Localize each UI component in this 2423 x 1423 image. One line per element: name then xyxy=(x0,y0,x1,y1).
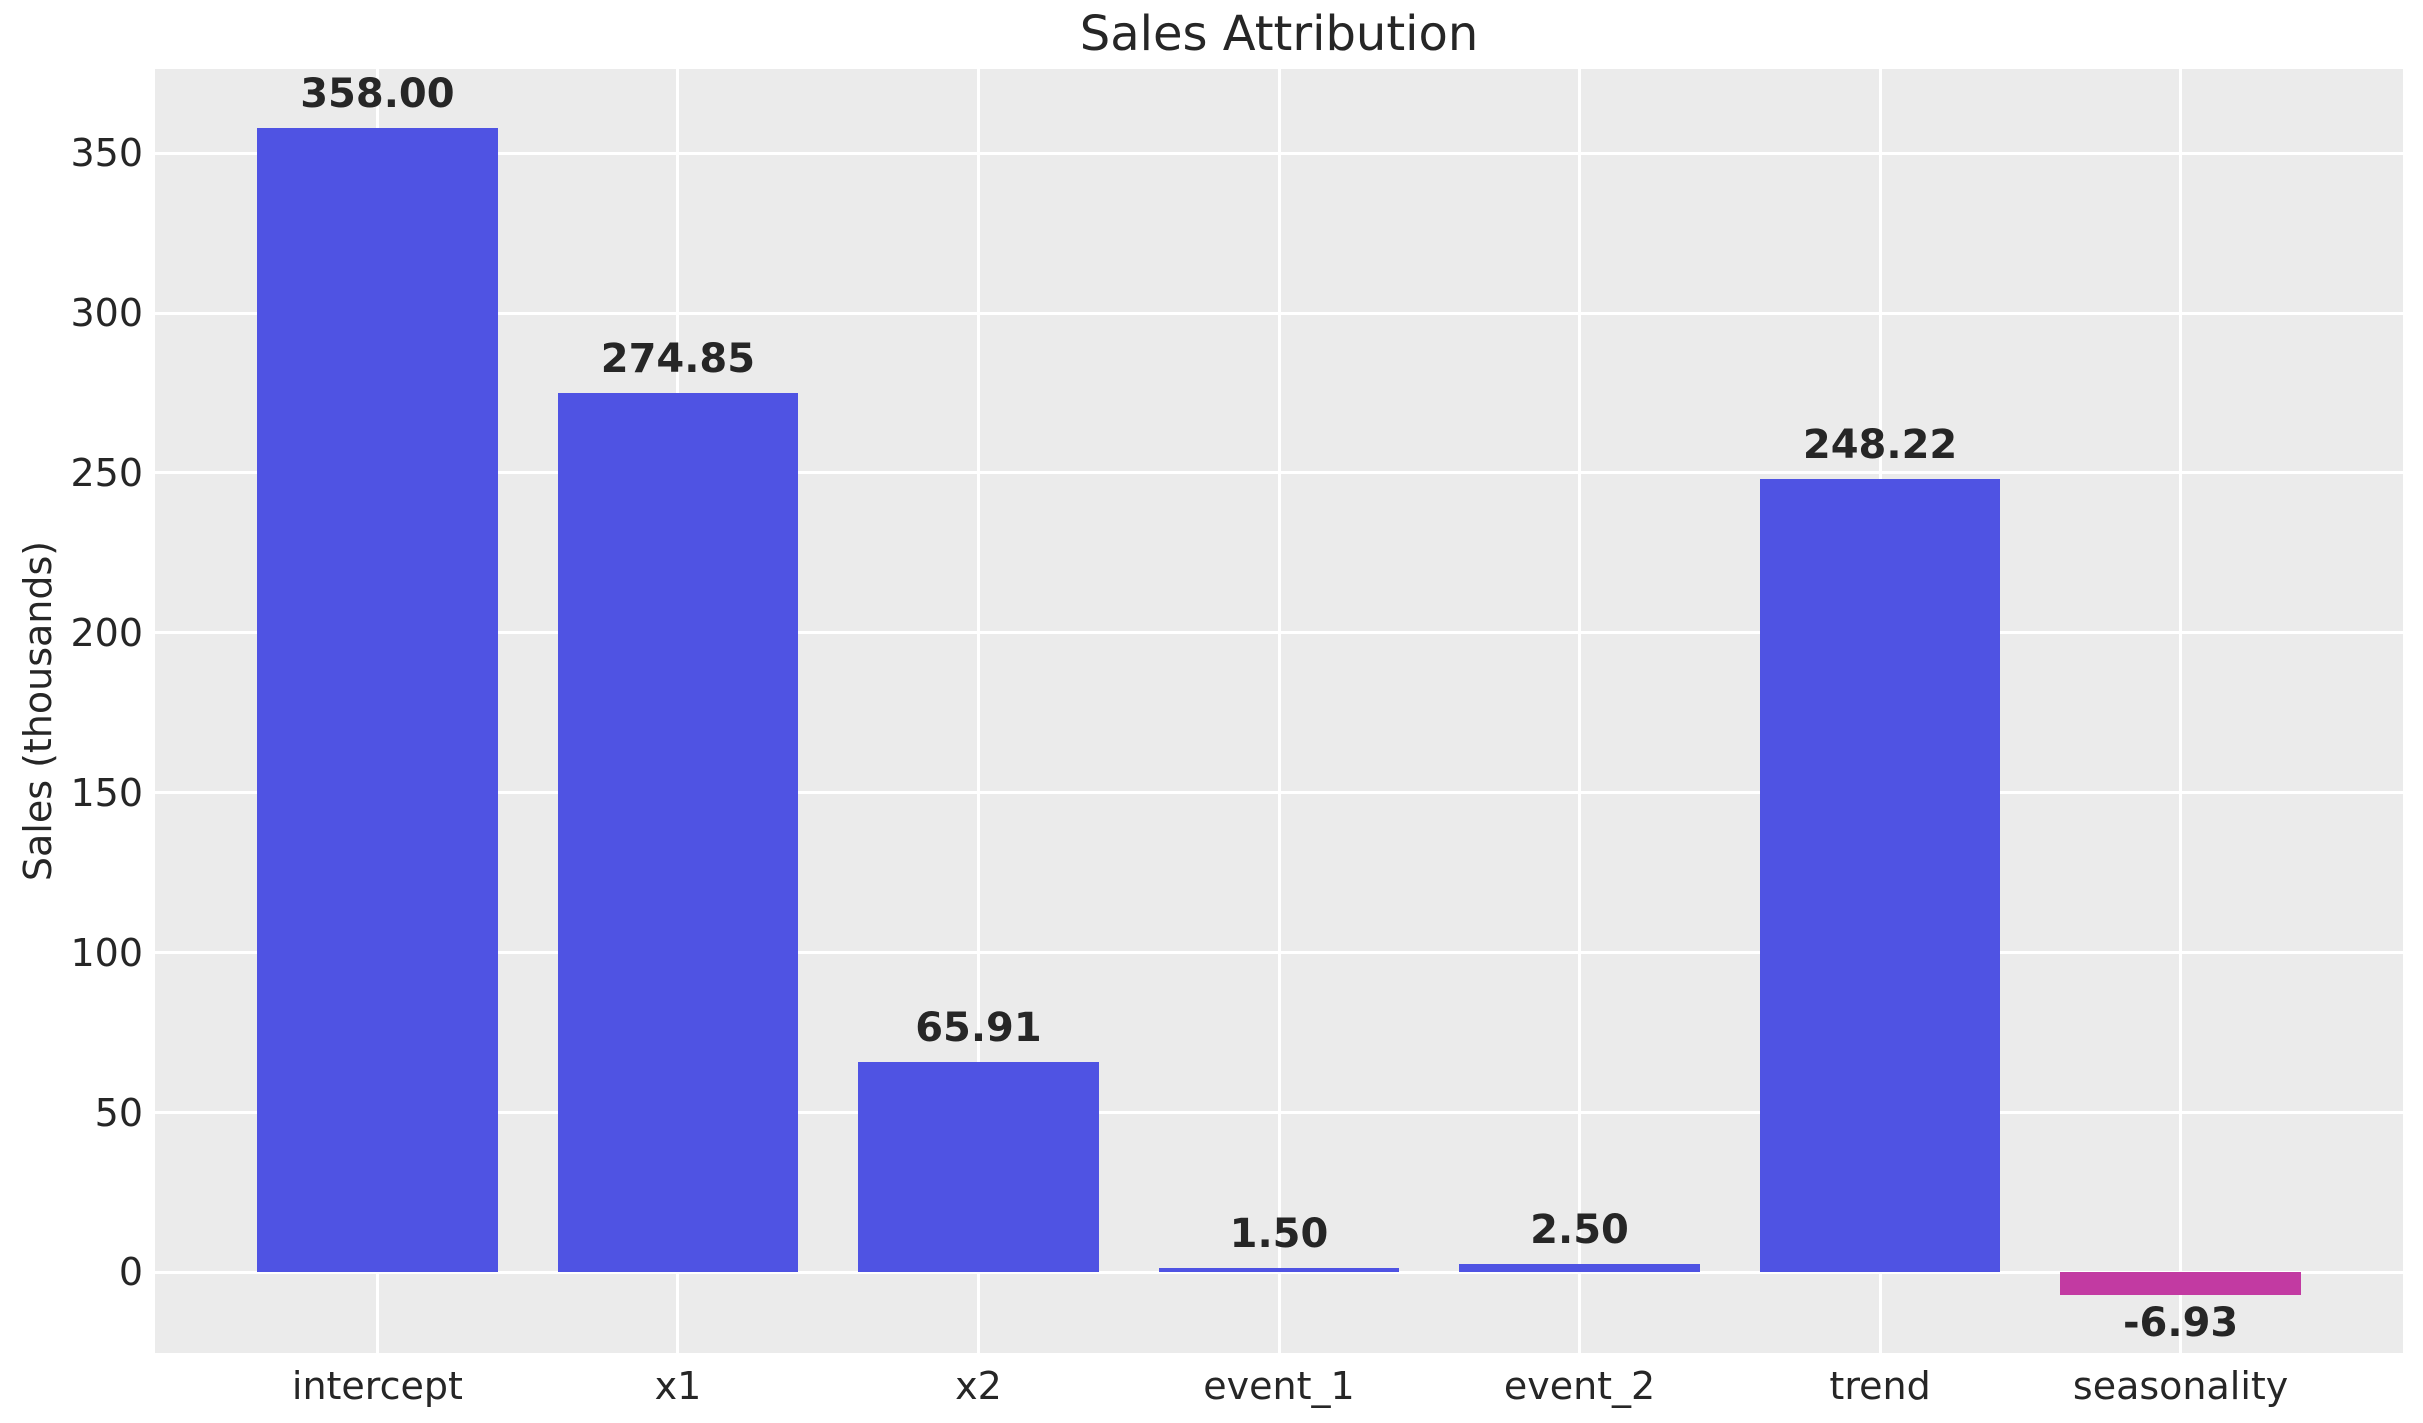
v-gridline-seasonality xyxy=(2179,69,2183,1353)
value-label-seasonality: -6.93 xyxy=(2122,1299,2239,1346)
value-label-event_2: 2.50 xyxy=(1530,1207,1629,1254)
v-gridline-event_1 xyxy=(1277,69,1281,1353)
bar-seasonality xyxy=(2060,1272,2301,1295)
bar-trend xyxy=(1759,478,2001,1273)
value-label-trend: 248.22 xyxy=(1802,421,1958,468)
bar-x1 xyxy=(557,393,799,1273)
chart-title: Sales Attribution xyxy=(1079,6,1479,62)
y-tick-50: 50 xyxy=(94,1090,143,1135)
value-label-x1: 274.85 xyxy=(600,336,756,383)
x-tick-seasonality: seasonality xyxy=(2072,1364,2289,1408)
v-gridline-event_2 xyxy=(1578,69,1582,1353)
y-tick-150: 150 xyxy=(70,770,143,815)
x-tick-event_2: event_2 xyxy=(1503,1364,1656,1408)
value-label-intercept: 358.00 xyxy=(300,70,455,117)
x-tick-x2: x2 xyxy=(955,1364,1002,1408)
bar-event_2 xyxy=(1459,1264,1700,1273)
v-gridline-x2 xyxy=(976,69,980,1353)
y-tick-350: 350 xyxy=(70,131,143,176)
x-tick-intercept: intercept xyxy=(291,1364,463,1408)
bar-x2 xyxy=(858,1061,1099,1273)
y-tick-200: 200 xyxy=(70,610,143,655)
y-tick-300: 300 xyxy=(70,291,143,335)
x-tick-trend: trend xyxy=(1829,1364,1931,1408)
y-tick-250: 250 xyxy=(70,450,143,495)
bar-event_1 xyxy=(1158,1267,1400,1273)
y-tick-0: 0 xyxy=(118,1250,143,1295)
x-tick-x1: x1 xyxy=(654,1364,702,1408)
plot-area: 358.00 274.85 65.91 1.50 2.50 248.22 -6.93 xyxy=(155,69,2403,1353)
value-label-x2: 65.91 xyxy=(915,1004,1042,1051)
bar-intercept xyxy=(257,127,498,1273)
value-label-event_1: 1.50 xyxy=(1229,1210,1329,1257)
y-axis-label: Sales (thousands) xyxy=(16,540,60,882)
x-tick-event_1: event_1 xyxy=(1203,1364,1355,1408)
y-tick-100: 100 xyxy=(70,930,143,975)
